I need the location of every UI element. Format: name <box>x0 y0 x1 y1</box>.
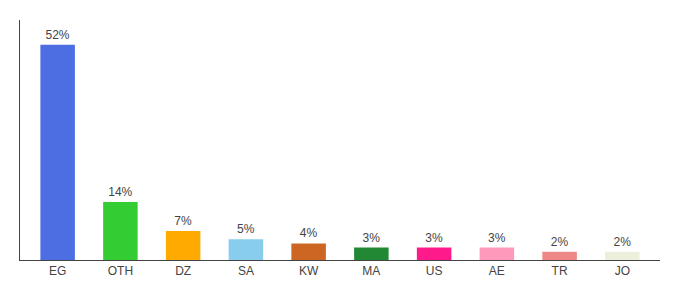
svg-text:AE: AE <box>489 264 505 278</box>
svg-text:7%: 7% <box>174 214 192 228</box>
svg-text:2%: 2% <box>614 235 632 249</box>
svg-text:3%: 3% <box>488 231 506 245</box>
svg-text:5%: 5% <box>237 222 255 236</box>
svg-text:4%: 4% <box>300 226 318 240</box>
svg-text:3%: 3% <box>425 231 443 245</box>
svg-text:52%: 52% <box>45 28 69 42</box>
svg-text:SA: SA <box>238 264 254 278</box>
svg-text:US: US <box>426 264 443 278</box>
svg-text:JO: JO <box>615 264 630 278</box>
svg-text:MA: MA <box>362 264 380 278</box>
svg-text:DZ: DZ <box>175 264 191 278</box>
svg-text:KW: KW <box>299 264 319 278</box>
svg-text:TR: TR <box>552 264 568 278</box>
svg-text:3%: 3% <box>363 231 381 245</box>
svg-text:EG: EG <box>49 264 66 278</box>
svg-text:OTH: OTH <box>108 264 133 278</box>
svg-text:2%: 2% <box>551 235 569 249</box>
svg-text:14%: 14% <box>108 185 132 199</box>
